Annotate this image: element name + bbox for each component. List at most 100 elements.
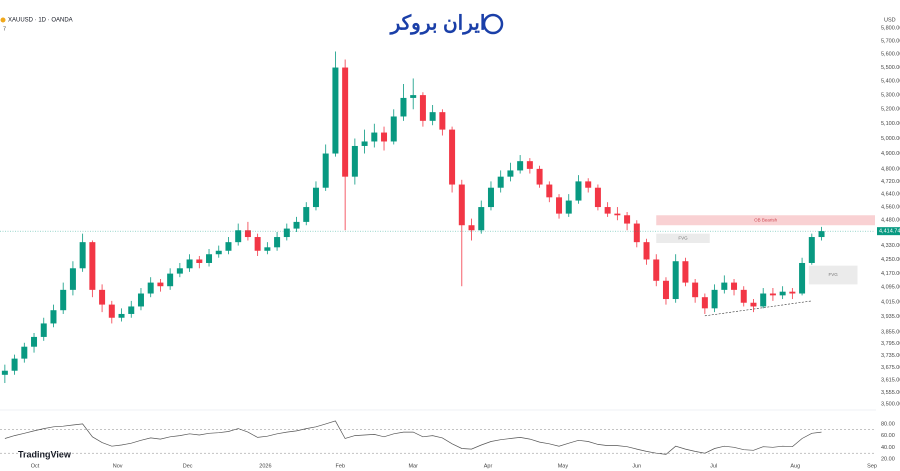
x-tick-label: May	[558, 463, 569, 469]
y-tick-label: 4,250.00	[881, 257, 900, 263]
trendline	[704, 300, 812, 317]
candle-body	[487, 187, 494, 208]
chart-title: XAUUSD · 1D · OANDA	[8, 18, 73, 24]
y-tick-label: 5,700.00	[881, 38, 900, 44]
candle-body	[332, 67, 339, 154]
last-price-label: 4,414.74	[879, 229, 900, 235]
candle-body	[186, 259, 193, 269]
candle-body	[682, 261, 689, 283]
candle-body	[40, 323, 47, 337]
candle-body	[176, 268, 183, 274]
zone-label: FVG	[678, 236, 688, 241]
x-tick-label: Jul	[710, 463, 717, 469]
x-tick-label: Aug	[790, 463, 800, 469]
candle-body	[128, 306, 135, 314]
candle-body	[449, 129, 456, 185]
candle-body	[235, 230, 242, 243]
x-tick-label: Oct	[31, 463, 40, 469]
indicator-label: 7	[3, 26, 6, 32]
candle-body	[31, 336, 38, 347]
candle-body	[478, 207, 485, 231]
currency: USD	[884, 17, 896, 23]
y-tick-label: 5,400.00	[881, 79, 900, 85]
candle-body	[21, 346, 28, 359]
y-tick-label: 5,500.00	[881, 65, 900, 71]
candle-body	[225, 242, 232, 251]
candle-body	[750, 302, 757, 307]
candle-body	[536, 168, 543, 185]
candle-body	[633, 223, 640, 243]
zone	[808, 265, 858, 285]
y-tick-label: 5,200.00	[881, 107, 900, 113]
x-tick-label: Dec	[183, 463, 193, 469]
y-tick-label: 5,000.00	[881, 136, 900, 142]
x-tick-label: Nov	[113, 463, 123, 469]
candle-body	[818, 231, 825, 238]
candle-body	[731, 282, 738, 290]
candle-body	[50, 310, 57, 324]
candle-body	[419, 95, 426, 121]
zone-label: FVG	[829, 272, 839, 277]
y-tick-label: 4,560.00	[881, 205, 900, 211]
candle-body	[614, 213, 621, 216]
candle-body	[11, 358, 18, 371]
candle-body	[546, 184, 553, 198]
candle-body	[760, 293, 767, 307]
candle-body	[517, 161, 524, 171]
candle-body	[312, 187, 319, 208]
zone	[656, 233, 710, 244]
candle-body	[390, 116, 397, 142]
y-tick-label: 3,555.00	[881, 390, 900, 396]
y-tick-label: 3,935.00	[881, 314, 900, 320]
candle-body	[264, 247, 271, 251]
candle-body	[244, 230, 251, 238]
zone	[656, 215, 875, 226]
brand: TradingView	[18, 449, 72, 459]
rsi-tick-label: 20.00	[881, 457, 895, 463]
candle-body	[643, 242, 650, 260]
candle-body	[303, 207, 310, 222]
y-tick-label: 4,640.00	[881, 192, 900, 198]
y-tick-label: 3,735.00	[881, 353, 900, 359]
candle-body	[381, 132, 388, 142]
y-tick-label: 5,600.00	[881, 52, 900, 58]
candle-body	[594, 187, 601, 208]
candle-body	[692, 282, 699, 298]
y-tick-label: 3,675.00	[881, 365, 900, 371]
candle-body	[342, 67, 349, 177]
last-price-box	[877, 227, 900, 236]
y-tick-label: 5,100.00	[881, 121, 900, 127]
candle-body	[585, 181, 592, 188]
y-tick-label: 3,500.00	[881, 401, 900, 407]
y-tick-label: 3,855.00	[881, 330, 900, 336]
candle-body	[1, 370, 8, 375]
candle-body	[293, 221, 300, 229]
y-tick-label: 4,480.00	[881, 218, 900, 224]
candle-body	[808, 237, 815, 263]
candle-body	[99, 289, 106, 305]
rsi-line	[4, 420, 822, 455]
candle-body	[662, 280, 669, 300]
candle-body	[789, 291, 796, 294]
candle-body	[779, 291, 786, 296]
x-tick-label: Sep	[867, 463, 877, 469]
candle-body	[497, 176, 504, 188]
candle-body	[507, 170, 514, 177]
logo-icon	[482, 13, 504, 35]
candle-body	[108, 304, 115, 318]
candle-body	[624, 215, 631, 224]
candle-body	[468, 225, 475, 231]
candle-body	[283, 228, 290, 238]
candle-body	[137, 293, 144, 307]
rsi-tick-label: 40.00	[881, 445, 895, 451]
y-tick-label: 4,800.00	[881, 166, 900, 172]
candle-body	[604, 207, 611, 214]
candle-body	[89, 242, 96, 290]
candle-body	[206, 254, 213, 263]
candle-body	[196, 259, 203, 263]
candle-body	[371, 132, 378, 142]
candle-body	[400, 97, 407, 117]
x-tick-label: 2026	[259, 463, 271, 469]
x-tick-label: Jun	[632, 463, 641, 469]
